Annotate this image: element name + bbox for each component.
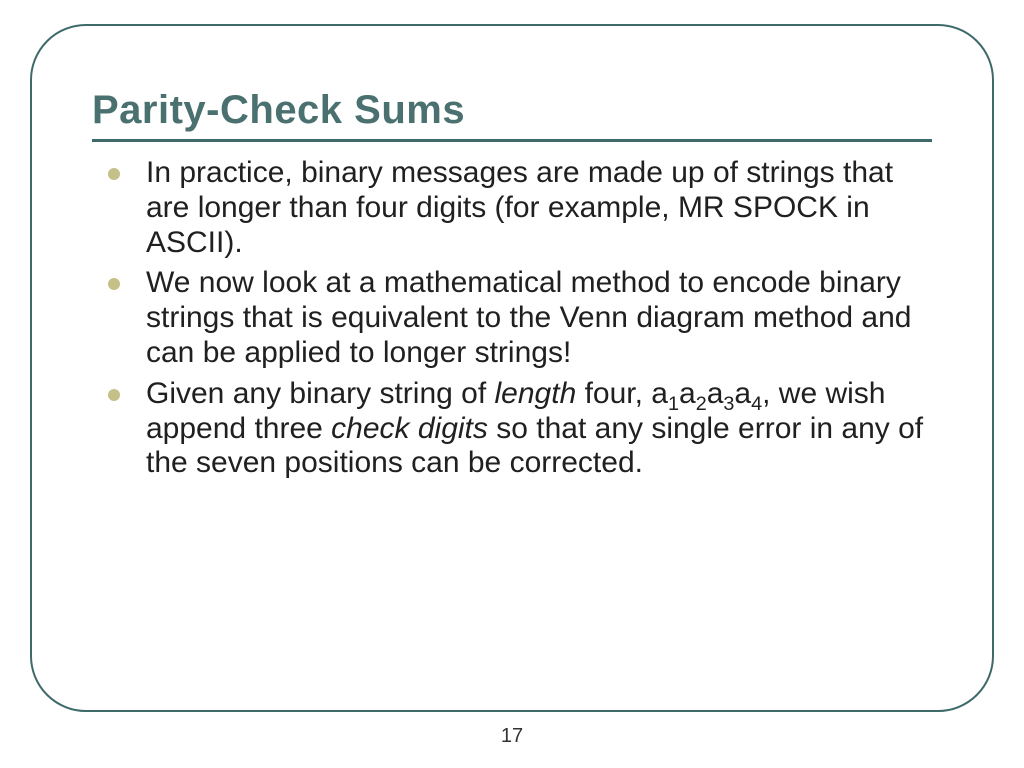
bullet-list: In practice, binary messages are made up… [92, 156, 932, 481]
slide-frame: Parity-Check Sums In practice, binary me… [30, 24, 994, 712]
page-number: 17 [0, 725, 1024, 748]
bullet-item: Given any binary string of length four, … [92, 377, 932, 481]
slide-title: Parity-Check Sums [92, 88, 932, 133]
bullet-item: We now look at a mathematical method to … [92, 266, 932, 370]
title-underline [92, 139, 932, 142]
bullet-item: In practice, binary messages are made up… [92, 156, 932, 260]
